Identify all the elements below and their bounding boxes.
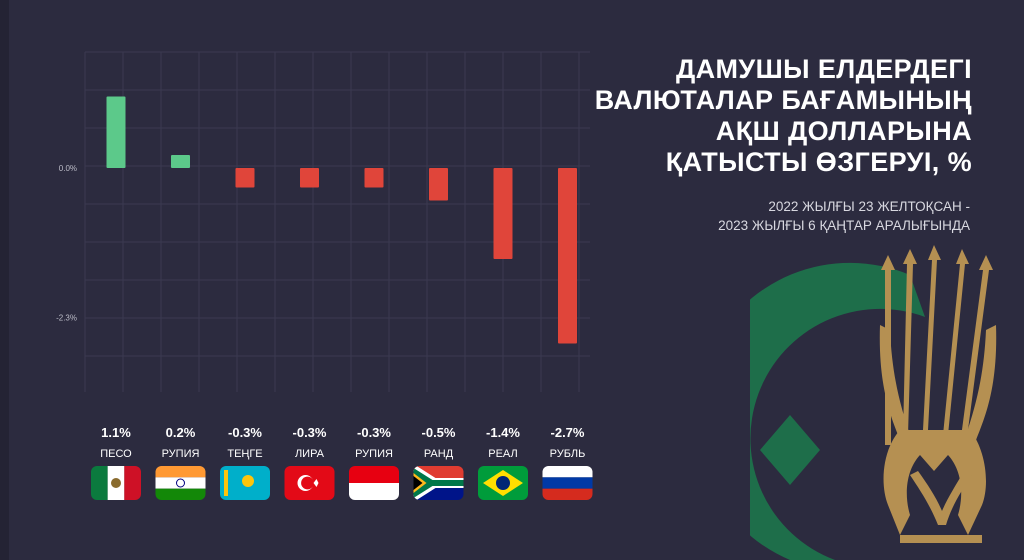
category-label: РУБЛЬ <box>550 448 586 460</box>
title-line-4: ҚАТЫСТЫ ӨЗГЕРУІ, % <box>665 147 972 177</box>
india-flag-icon <box>155 466 206 500</box>
turkey-flag-icon <box>284 466 335 500</box>
y-axis-ticks: 0.0% -2.3% <box>56 164 77 323</box>
chart-grid <box>84 51 590 392</box>
emblem-green-arc <box>750 262 925 560</box>
mexico-flag-icon <box>91 466 141 500</box>
category-labels: 1.1% ПЕСО 0.2% РУПИЯ -0.3% ТЕҢГЕ -0.3% ЛИРА -0.3… <box>100 425 585 460</box>
category-label: ПЕСО <box>100 448 132 460</box>
y-tick-label: 0.0% <box>59 164 77 173</box>
bar <box>300 168 319 188</box>
chart-subtitle: 2022 ЖЫЛҒЫ 23 ЖЕЛТОҚСАН - 2023 ЖЫЛҒЫ 6 Қ… <box>550 197 970 235</box>
category-label: РАНД <box>424 448 454 460</box>
brazil-flag-icon <box>478 466 528 500</box>
bar <box>364 168 384 188</box>
category-label: РЕАЛ <box>488 448 517 460</box>
bar-value-label: 0.2% <box>166 425 196 440</box>
bar-value-label: -0.3% <box>228 425 262 440</box>
bar-value-label: -0.3% <box>357 425 391 440</box>
category-label: РУПИЯ <box>162 448 200 460</box>
title-line-3: АҚШ ДОЛЛАРЫНА <box>715 116 972 146</box>
chart-title: ДАМУШЫ ЕЛДЕРДЕГІ ВАЛЮТАЛАР БАҒАМЫНЫҢ АҚШ… <box>552 54 972 178</box>
title-line-2: ВАЛЮТАЛАР БАҒАМЫНЫҢ <box>594 85 972 115</box>
bar-value-label: -1.4% <box>486 425 520 440</box>
bar-value-label: -0.5% <box>422 425 456 440</box>
subtitle-line-2: 2023 ЖЫЛҒЫ 6 ҚАҢТАР АРАЛЫҒЫНДА <box>718 218 970 233</box>
kazakhstan-flag-icon <box>220 466 270 500</box>
subtitle-line-1: 2022 ЖЫЛҒЫ 23 ЖЕЛТОҚСАН - <box>768 199 970 214</box>
russia-flag-icon <box>542 466 593 500</box>
south-africa-flag-icon <box>413 466 464 500</box>
emblem-gold-spears <box>879 245 997 543</box>
left-edge-strip <box>0 0 9 560</box>
category-label: ЛИРА <box>295 448 325 460</box>
bar-value-label: -0.3% <box>293 425 327 440</box>
category-label: ТЕҢГЕ <box>227 448 262 460</box>
title-line-1: ДАМУШЫ ЕЛДЕРДЕГІ <box>675 54 972 84</box>
bar-value-label: 1.1% <box>101 425 131 440</box>
bar <box>493 168 513 259</box>
bar-chart: 0.0% -2.3% 1.1% ПЕСО 0.2% РУПИЯ -0.3% ТЕҢГЕ -0.… <box>56 51 593 500</box>
indonesia-flag-icon <box>349 466 399 500</box>
national-bank-emblem-icon <box>750 245 997 560</box>
bar <box>235 168 255 188</box>
y-tick-label: -2.3% <box>56 314 77 323</box>
bar <box>558 168 577 344</box>
flags <box>91 466 593 500</box>
bar-value-label: -2.7% <box>551 425 585 440</box>
bar <box>106 96 126 168</box>
bars <box>106 96 577 344</box>
category-label: РУПИЯ <box>355 448 393 460</box>
bar <box>429 168 448 201</box>
emblem-green-arrow <box>760 415 820 485</box>
bar <box>171 155 190 168</box>
